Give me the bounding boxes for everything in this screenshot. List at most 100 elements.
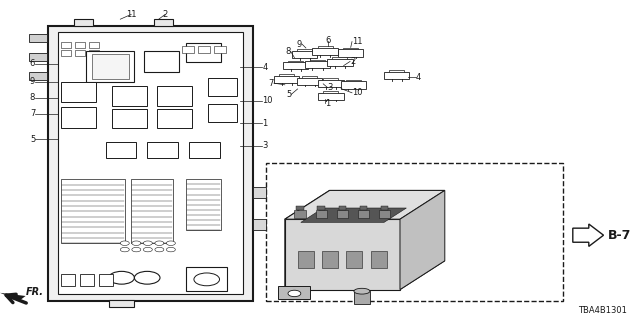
Bar <box>61 179 125 243</box>
Text: 9: 9 <box>297 40 302 49</box>
Bar <box>253 219 266 230</box>
Text: 10: 10 <box>262 96 273 105</box>
Ellipse shape <box>354 288 370 294</box>
Bar <box>312 48 338 55</box>
Bar <box>381 206 388 210</box>
Bar <box>317 206 325 210</box>
Bar <box>274 76 300 83</box>
Bar <box>379 210 390 218</box>
Text: 6: 6 <box>30 60 35 68</box>
Bar <box>106 142 136 158</box>
Bar <box>360 206 367 210</box>
Circle shape <box>143 241 152 245</box>
Bar <box>112 109 147 128</box>
Text: 6: 6 <box>326 36 331 45</box>
Bar <box>131 179 173 243</box>
Text: 7: 7 <box>30 109 35 118</box>
Bar <box>61 82 96 102</box>
Bar <box>323 91 339 93</box>
Bar <box>332 57 348 59</box>
Bar <box>186 43 221 62</box>
Text: TBA4B1301: TBA4B1301 <box>579 306 627 315</box>
Text: 2: 2 <box>350 57 355 66</box>
Text: 3: 3 <box>262 141 268 150</box>
Text: 1: 1 <box>262 119 268 128</box>
Circle shape <box>143 247 152 252</box>
Bar <box>389 70 404 72</box>
Bar <box>346 251 362 268</box>
Bar <box>340 82 366 89</box>
Bar <box>327 59 353 66</box>
Circle shape <box>132 247 141 252</box>
Polygon shape <box>400 190 445 290</box>
Bar <box>61 274 75 286</box>
Bar <box>75 50 85 56</box>
Polygon shape <box>573 224 604 246</box>
Bar <box>89 50 99 56</box>
Text: 9: 9 <box>30 77 35 86</box>
Circle shape <box>194 273 220 286</box>
Bar <box>302 76 317 78</box>
Polygon shape <box>285 190 445 219</box>
Bar <box>266 163 563 301</box>
Bar <box>371 251 387 268</box>
Bar <box>337 210 348 218</box>
Bar <box>318 93 344 100</box>
Text: 2: 2 <box>163 10 168 19</box>
Bar <box>186 179 221 230</box>
Polygon shape <box>285 219 400 290</box>
Bar <box>154 19 173 26</box>
Bar <box>317 46 333 48</box>
Bar <box>157 109 192 128</box>
Bar <box>253 187 266 198</box>
Circle shape <box>120 247 129 252</box>
Bar <box>384 72 410 79</box>
Bar <box>29 53 47 61</box>
Bar <box>338 50 364 57</box>
Bar <box>214 46 226 53</box>
Bar <box>316 210 327 218</box>
Text: 7: 7 <box>269 79 274 88</box>
Bar <box>323 78 339 80</box>
Text: 8: 8 <box>285 47 291 56</box>
Bar <box>29 72 47 80</box>
Text: 3: 3 <box>328 83 333 92</box>
Circle shape <box>155 247 164 252</box>
Bar <box>89 42 99 48</box>
Bar <box>99 274 113 286</box>
Bar <box>109 300 134 307</box>
Bar <box>147 142 178 158</box>
Polygon shape <box>285 190 330 290</box>
Bar <box>354 291 370 304</box>
Bar <box>292 51 317 58</box>
Bar <box>48 26 253 301</box>
Bar <box>189 142 220 158</box>
Bar <box>343 48 358 50</box>
Text: 4: 4 <box>262 63 268 72</box>
Polygon shape <box>0 293 26 301</box>
Text: 1: 1 <box>325 99 330 108</box>
Bar <box>305 61 330 68</box>
Bar <box>198 46 210 53</box>
Text: 10: 10 <box>352 88 362 97</box>
Bar <box>74 19 93 26</box>
Bar <box>182 46 194 53</box>
Bar <box>29 34 47 42</box>
Polygon shape <box>301 208 406 222</box>
Bar <box>310 60 325 61</box>
Bar <box>358 210 369 218</box>
Bar <box>288 60 303 62</box>
Bar <box>279 74 294 76</box>
Polygon shape <box>285 261 445 290</box>
Bar <box>208 78 237 96</box>
Bar <box>322 251 338 268</box>
Bar <box>318 80 344 87</box>
Bar <box>61 50 71 56</box>
Text: FR.: FR. <box>26 287 44 297</box>
Bar <box>61 107 96 128</box>
Bar <box>346 80 361 82</box>
Circle shape <box>134 271 160 284</box>
Text: B-7: B-7 <box>608 229 632 242</box>
Circle shape <box>109 271 134 284</box>
Bar <box>296 206 304 210</box>
